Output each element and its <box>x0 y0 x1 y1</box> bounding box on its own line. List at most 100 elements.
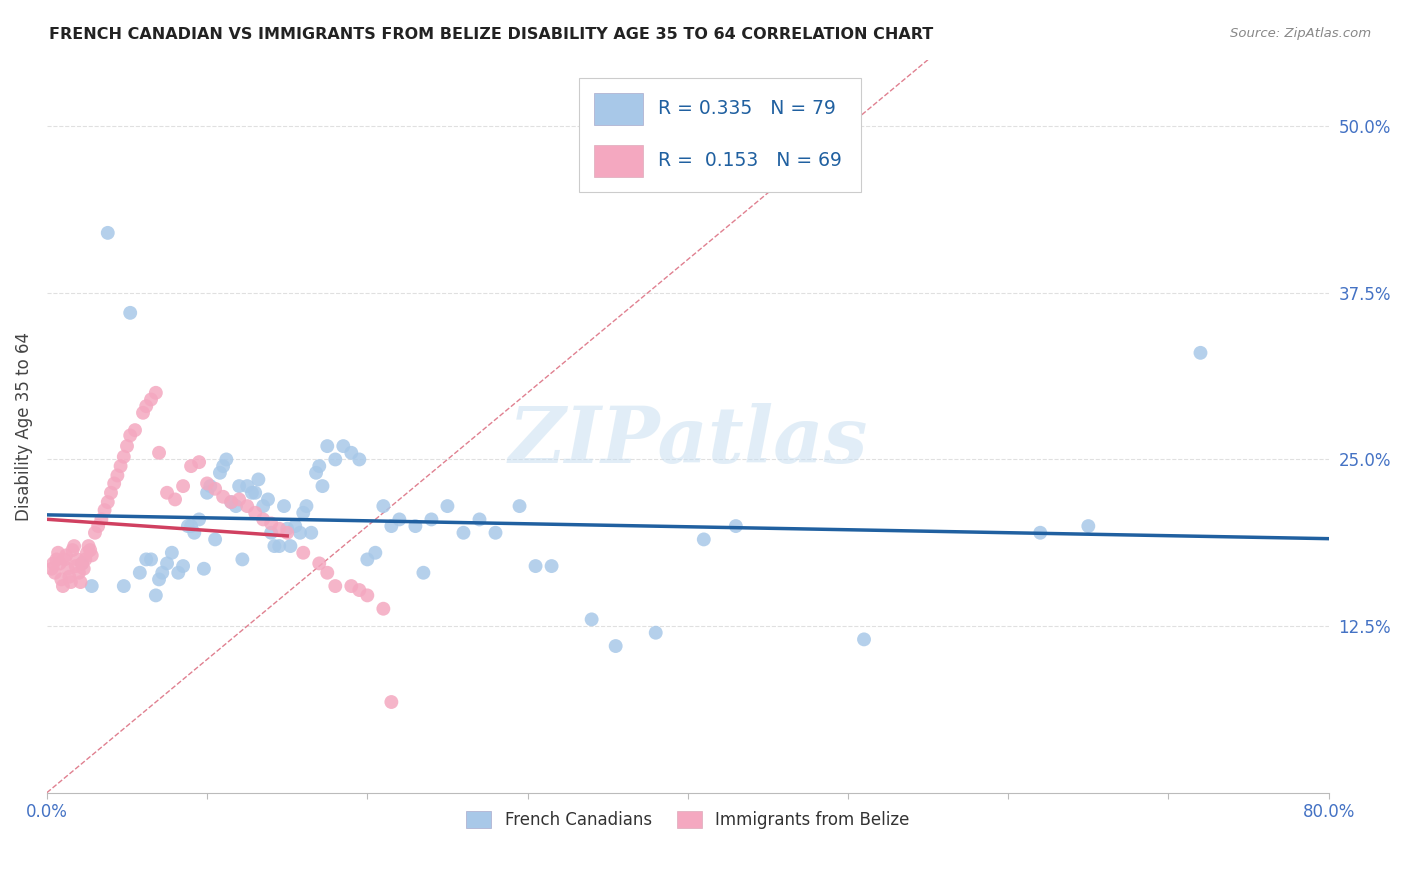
Point <box>1189 346 1212 360</box>
Point <box>509 499 531 513</box>
Point <box>172 479 194 493</box>
Point <box>139 552 162 566</box>
Point <box>299 525 322 540</box>
Point <box>288 525 311 540</box>
Point <box>252 512 274 526</box>
Point <box>269 539 291 553</box>
Point <box>693 533 716 547</box>
Point <box>316 566 339 580</box>
Point <box>240 485 263 500</box>
Point <box>215 452 238 467</box>
Point <box>263 539 285 553</box>
Point <box>135 552 157 566</box>
Point <box>177 519 200 533</box>
Point <box>468 512 491 526</box>
Point <box>42 557 65 571</box>
Point <box>453 525 475 540</box>
Point <box>316 439 339 453</box>
Point <box>208 466 231 480</box>
Point <box>80 549 103 563</box>
Point <box>139 392 162 407</box>
Point <box>340 579 363 593</box>
Legend: French Canadians, Immigrants from Belize: French Canadians, Immigrants from Belize <box>460 804 917 836</box>
Point <box>204 533 226 547</box>
Point <box>52 579 75 593</box>
Point <box>388 512 411 526</box>
Point <box>243 485 266 500</box>
Point <box>1029 525 1052 540</box>
Point <box>120 428 142 442</box>
Point <box>420 512 443 526</box>
Point <box>724 519 747 533</box>
Text: ZIPatlas: ZIPatlas <box>508 402 868 479</box>
Point <box>180 459 202 474</box>
Point <box>160 546 183 560</box>
Point <box>59 575 82 590</box>
Point <box>295 499 318 513</box>
Point <box>84 525 107 540</box>
Point <box>183 525 205 540</box>
Text: R =  0.153   N = 69: R = 0.153 N = 69 <box>658 152 842 170</box>
Point <box>103 476 125 491</box>
Point <box>75 552 97 566</box>
Point <box>236 499 259 513</box>
Point <box>308 459 330 474</box>
Point <box>373 601 395 615</box>
Point <box>112 579 135 593</box>
Point <box>188 512 211 526</box>
Point <box>97 226 120 240</box>
Point <box>150 566 173 580</box>
Point <box>332 439 354 453</box>
Point <box>145 588 167 602</box>
Point <box>167 566 190 580</box>
Point <box>280 539 302 553</box>
Point <box>349 452 371 467</box>
Point <box>581 612 603 626</box>
Point <box>44 566 66 580</box>
Point <box>69 575 91 590</box>
Point <box>156 485 179 500</box>
Point <box>257 492 280 507</box>
Point <box>105 468 128 483</box>
Point <box>212 490 235 504</box>
Point <box>269 522 291 536</box>
Point <box>87 519 110 533</box>
Point <box>356 552 378 566</box>
Point <box>93 503 115 517</box>
Point <box>66 552 89 566</box>
Point <box>156 557 179 571</box>
Point <box>90 512 112 526</box>
Point <box>292 546 315 560</box>
Point <box>260 525 283 540</box>
Point <box>41 562 63 576</box>
Point <box>644 625 666 640</box>
Point <box>853 632 876 647</box>
Point <box>273 499 295 513</box>
Point <box>80 579 103 593</box>
Point <box>247 472 270 486</box>
Point <box>128 566 150 580</box>
Point <box>195 485 218 500</box>
Point <box>380 519 402 533</box>
Point <box>605 639 627 653</box>
Point <box>148 573 170 587</box>
FancyBboxPatch shape <box>579 78 860 192</box>
Point <box>77 539 100 553</box>
Point <box>412 566 434 580</box>
Point <box>540 559 562 574</box>
Text: FRENCH CANADIAN VS IMMIGRANTS FROM BELIZE DISABILITY AGE 35 TO 64 CORRELATION CH: FRENCH CANADIAN VS IMMIGRANTS FROM BELIZ… <box>49 27 934 42</box>
Point <box>284 519 307 533</box>
Point <box>51 573 73 587</box>
Point <box>364 546 387 560</box>
Y-axis label: Disability Age 35 to 64: Disability Age 35 to 64 <box>15 332 32 521</box>
Point <box>115 439 138 453</box>
Point <box>484 525 506 540</box>
Point <box>70 557 93 571</box>
Point <box>219 495 242 509</box>
Point <box>204 482 226 496</box>
Point <box>323 452 346 467</box>
Point <box>100 485 122 500</box>
Point <box>145 385 167 400</box>
Point <box>58 570 80 584</box>
Point <box>110 459 132 474</box>
